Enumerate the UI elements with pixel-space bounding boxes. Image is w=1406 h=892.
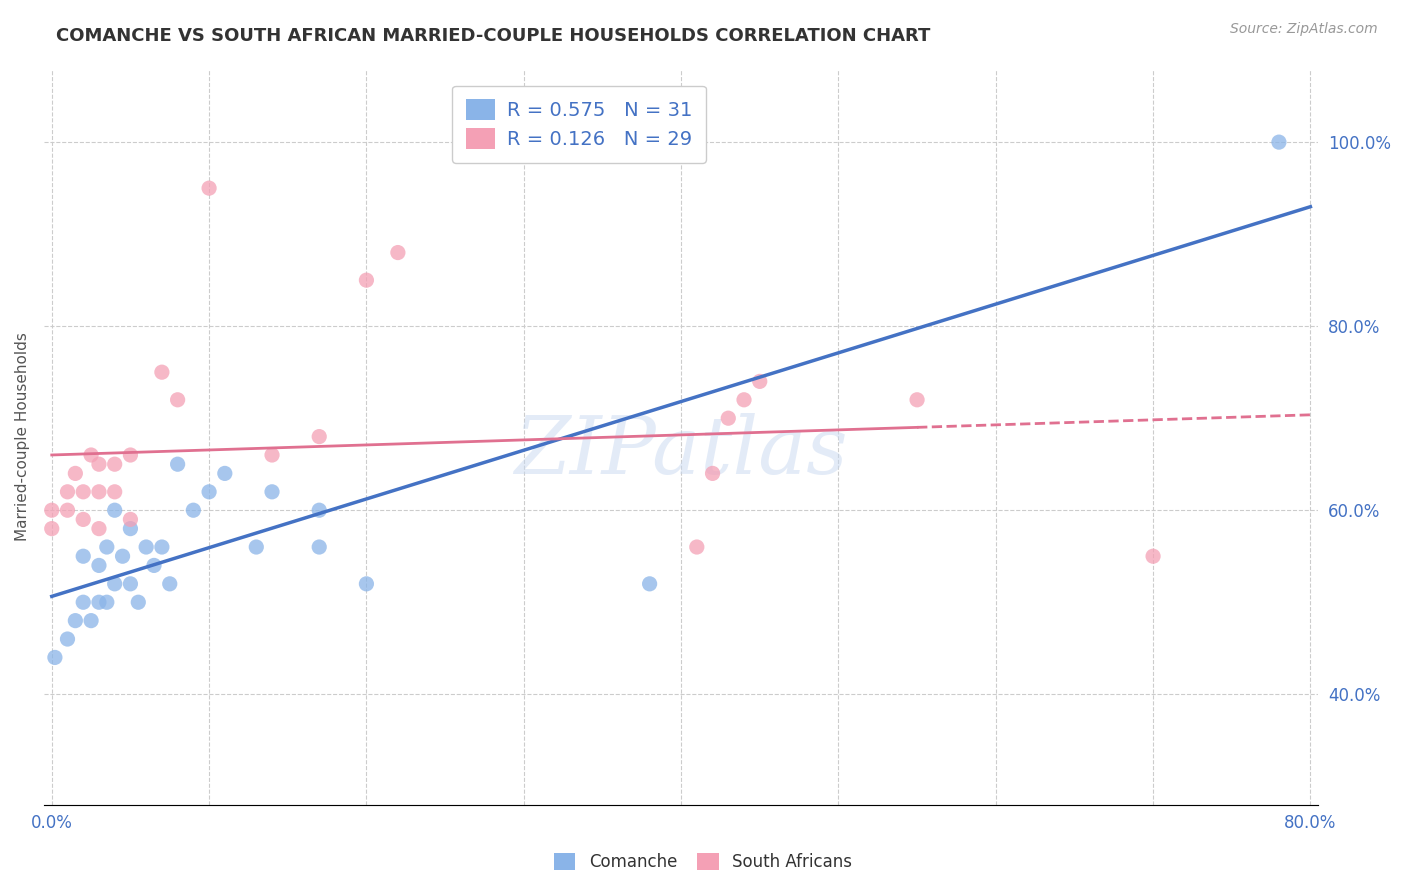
Point: [41, 522, 63, 536]
Point: [1142, 549, 1164, 564]
Point: [56, 484, 79, 499]
Point: [72, 512, 94, 526]
Point: [120, 448, 142, 462]
Point: [198, 484, 221, 499]
Point: [120, 522, 142, 536]
Point: [80, 448, 103, 462]
Point: [717, 411, 740, 425]
Point: [150, 540, 173, 554]
Point: [96, 595, 118, 609]
Point: [260, 484, 283, 499]
Text: COMANCHE VS SOUTH AFRICAN MARRIED-COUPLE HOUSEHOLDS CORRELATION CHART: COMANCHE VS SOUTH AFRICAN MARRIED-COUPLE…: [56, 27, 931, 45]
Point: [127, 595, 149, 609]
Legend: Comanche, South Africans: Comanche, South Africans: [546, 845, 860, 880]
Point: [111, 549, 134, 564]
Point: [56, 632, 79, 646]
Point: [96, 540, 118, 554]
Point: [72, 484, 94, 499]
Point: [87, 558, 110, 573]
Point: [308, 503, 330, 517]
Point: [80, 614, 103, 628]
Point: [198, 181, 221, 195]
Point: [387, 245, 409, 260]
Point: [41, 503, 63, 517]
Point: [120, 512, 142, 526]
Point: [72, 595, 94, 609]
Point: [87, 484, 110, 499]
Point: [72, 549, 94, 564]
Point: [65, 467, 87, 481]
Point: [308, 429, 330, 443]
Y-axis label: Married-couple Households: Married-couple Households: [15, 332, 30, 541]
Point: [56, 503, 79, 517]
Point: [356, 577, 378, 591]
Point: [44, 650, 66, 665]
Point: [87, 457, 110, 471]
Point: [159, 577, 181, 591]
Point: [905, 392, 928, 407]
Point: [686, 540, 709, 554]
Point: [166, 392, 188, 407]
Point: [702, 467, 724, 481]
Point: [748, 375, 770, 389]
Point: [356, 273, 378, 287]
Point: [260, 448, 283, 462]
Point: [135, 540, 157, 554]
Point: [183, 503, 205, 517]
Point: [733, 392, 755, 407]
Point: [166, 457, 188, 471]
Point: [638, 577, 661, 591]
Point: [150, 365, 173, 379]
Point: [104, 457, 127, 471]
Text: ZIPatlas: ZIPatlas: [515, 413, 848, 490]
Point: [104, 503, 127, 517]
Point: [87, 595, 110, 609]
Point: [143, 558, 166, 573]
Point: [120, 577, 142, 591]
Point: [104, 484, 127, 499]
Point: [87, 522, 110, 536]
Point: [104, 577, 127, 591]
Point: [1268, 135, 1291, 149]
Point: [308, 540, 330, 554]
Point: [245, 540, 267, 554]
Point: [214, 467, 236, 481]
Point: [65, 614, 87, 628]
Legend: R = 0.575   N = 31, R = 0.126   N = 29: R = 0.575 N = 31, R = 0.126 N = 29: [453, 86, 706, 163]
Text: Source: ZipAtlas.com: Source: ZipAtlas.com: [1230, 22, 1378, 37]
